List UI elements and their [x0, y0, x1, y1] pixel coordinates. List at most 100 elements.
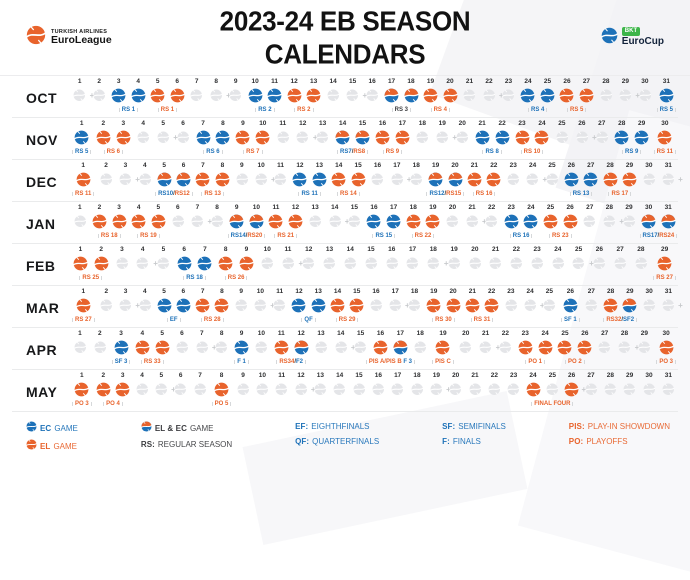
day-cell: + — [568, 254, 594, 273]
day-number: 13 — [309, 78, 318, 85]
no-game-icon — [622, 215, 636, 228]
legend-item: QF: QUARTERFINALS — [295, 436, 379, 447]
day-number: 6 — [178, 372, 183, 379]
round-label: RS 8 — [472, 148, 512, 157]
el-game-icon — [75, 172, 91, 187]
day-cell — [523, 380, 542, 399]
no-game-icon — [171, 215, 185, 228]
day-cell: + — [116, 170, 140, 189]
el-ec-game-icon — [355, 130, 370, 145]
day-cell — [330, 380, 349, 399]
month-days-grid: 1 2 3 4 5 6 7 8 9 10 11 12 13 14 15 16 17 18 19 20 21 22 23 24 2… — [70, 330, 678, 369]
round-label: RS 15 — [364, 232, 403, 241]
day-number: 30 — [645, 288, 653, 295]
month-name: APR — [26, 341, 58, 358]
day-cell — [407, 170, 426, 189]
no-game-icon — [468, 383, 482, 396]
month-days-grid: 1 2 3 4 5 6 7 8 9 10 11 12 13 14 15 16 17 18 19 20 21 22 23 24 2… — [70, 78, 678, 117]
round-label: RS 28 — [193, 316, 232, 325]
round-label-text: RS 14 — [340, 190, 357, 197]
day-cell — [485, 254, 506, 273]
el-game-icon — [466, 172, 482, 187]
day-cell — [70, 170, 96, 189]
day-number: 26 — [566, 204, 574, 211]
day-cell — [190, 380, 209, 399]
day-cell — [270, 296, 289, 315]
round-label-text: RS 26 — [227, 274, 245, 281]
no-game-icon — [261, 257, 274, 270]
ec-game-icon — [563, 172, 579, 187]
el-game-icon — [268, 214, 284, 229]
round-label-text: RS 17 — [611, 190, 629, 197]
round-label-text: RS 9 — [385, 148, 400, 155]
day-number: 4 — [143, 162, 147, 169]
day-cell — [112, 254, 133, 273]
day-number: 29 — [625, 162, 634, 169]
day-number: 21 — [471, 372, 479, 379]
no-game-icon — [604, 383, 617, 396]
day-cell — [600, 170, 619, 189]
legend-key: EL & EC — [154, 423, 187, 433]
day-number: 20 — [448, 204, 457, 211]
day-number: 1 — [81, 288, 86, 295]
day-cell: + — [562, 380, 586, 399]
day-number: 1 — [81, 162, 85, 169]
day-number: 21 — [465, 78, 474, 85]
no-game-icon — [255, 341, 268, 354]
day-number: 22 — [498, 120, 506, 127]
day-number: 5 — [161, 120, 165, 127]
day-number: 10 — [263, 246, 271, 253]
no-game-icon — [595, 131, 608, 144]
no-game-icon — [416, 131, 429, 144]
day-number: 13 — [311, 204, 319, 211]
day-cell — [403, 212, 423, 231]
no-game-icon — [583, 215, 596, 228]
day-cell: + — [192, 338, 217, 357]
day-cell — [444, 254, 465, 273]
day-number: 20 — [452, 372, 460, 379]
day-number: 21 — [470, 162, 479, 169]
eurocup-logo: BKT EuroCup — [524, 27, 664, 49]
round-label: RS 27 — [651, 274, 678, 283]
day-cell — [304, 86, 323, 105]
round-label-text: RS12 — [174, 190, 190, 197]
day-cell: + — [291, 380, 316, 399]
round-label-text: / — [351, 148, 354, 155]
round-label-text: RS 33 — [143, 358, 161, 365]
no-game-icon — [365, 89, 379, 102]
round-label-text: F 1 — [237, 358, 246, 365]
day-number: 4 — [140, 330, 145, 337]
day-cell — [506, 254, 527, 273]
day-cell: + — [659, 170, 683, 189]
day-cell — [345, 212, 365, 231]
day-number: 19 — [430, 288, 438, 295]
day-number: 2 — [97, 78, 102, 85]
ec-game-icon — [247, 88, 263, 103]
day-number: 12 — [290, 78, 298, 85]
day-cell — [440, 86, 459, 105]
round-label: RS 3 — [382, 106, 421, 115]
el-game-icon — [331, 172, 347, 187]
page-title: 2023-24 EB SEASON CALENDARS — [219, 4, 471, 70]
day-cell — [155, 170, 174, 189]
no-game-icon — [215, 341, 228, 354]
day-cell — [430, 338, 456, 357]
day-cell — [575, 338, 595, 357]
ec-game-icon — [156, 298, 172, 313]
day-cell — [555, 338, 575, 357]
day-cell — [227, 212, 247, 231]
eurocup-ball-icon — [600, 27, 618, 49]
day-cell — [245, 86, 264, 105]
day-number: 5 — [161, 246, 166, 253]
no-game-icon — [599, 89, 613, 102]
legend-column: EC GAME EL GAME — [26, 421, 78, 453]
no-game-icon — [642, 383, 656, 396]
no-game-icon — [138, 173, 151, 186]
both-legend-icon — [140, 421, 152, 435]
day-number: 3 — [119, 330, 123, 337]
legend-column: EF: EIGHTHFINALS QF: QUARTERFINALS — [295, 421, 379, 447]
day-number: 31 — [664, 162, 672, 169]
el-game-icon — [559, 88, 575, 103]
day-cell: + — [572, 128, 597, 147]
no-game-icon — [642, 173, 656, 186]
